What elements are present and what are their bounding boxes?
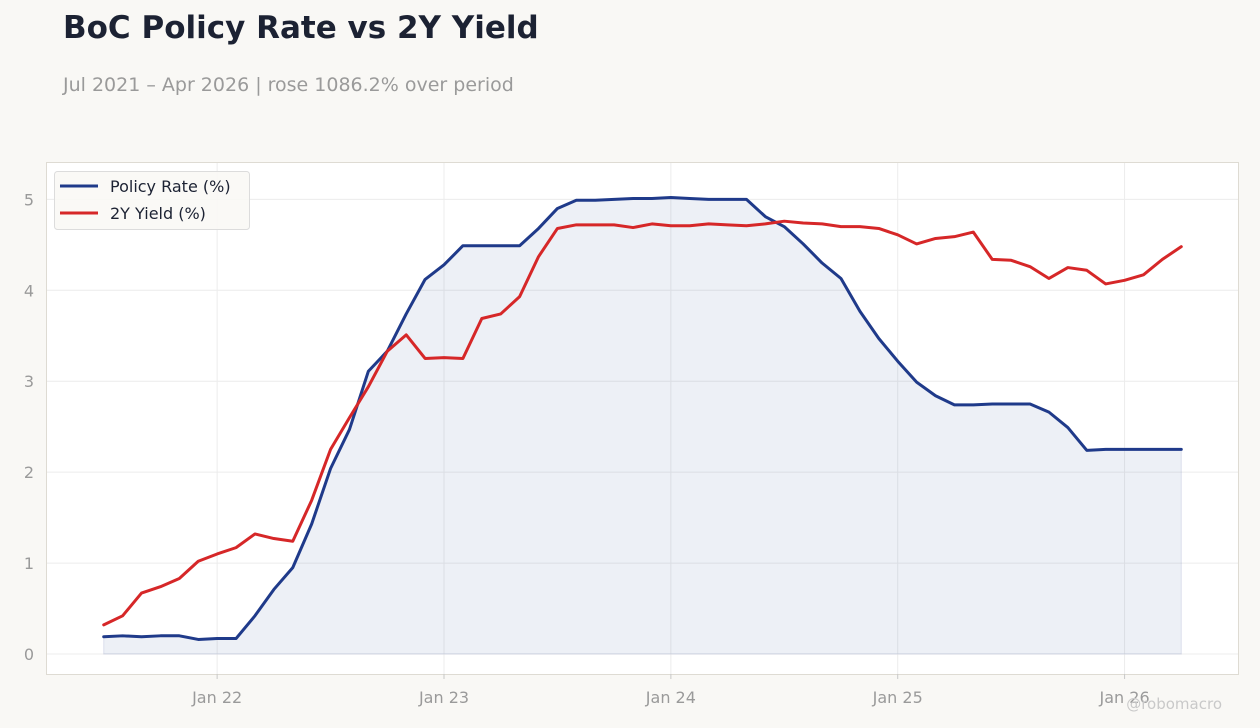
y-tick-label: 0	[24, 645, 34, 664]
watermark: @robomacro	[1126, 695, 1222, 713]
legend-label: Policy Rate (%)	[110, 177, 231, 196]
grid-lines	[47, 163, 1238, 674]
x-axis: Jan 22 Jan 23 Jan 24 Jan 25 Jan 26	[191, 674, 1150, 707]
x-tick-label: Jan 23	[418, 688, 469, 707]
legend-label: 2Y Yield (%)	[110, 204, 206, 223]
y-tick-label: 4	[24, 281, 34, 300]
y-tick-label: 1	[24, 554, 34, 573]
chart-title: BoC Policy Rate vs 2Y Yield	[63, 10, 539, 46]
x-tick-label: Jan 25	[872, 688, 923, 707]
legend: Policy Rate (%) 2Y Yield (%)	[54, 171, 250, 230]
x-tick-label: Jan 24	[645, 688, 696, 707]
chart-subtitle: Jul 2021 – Apr 2026 | rose 1086.2% over …	[63, 74, 514, 96]
legend-box	[54, 171, 250, 230]
series-line-1	[102, 219, 1183, 627]
y-axis: 0 1 2 3 4 5	[24, 190, 34, 664]
series-layer	[102, 196, 1183, 641]
x-tick-label: Jan 26	[1099, 688, 1150, 707]
y-tick-label: 5	[24, 190, 34, 209]
series-line-0	[102, 196, 1183, 641]
plot-area	[46, 162, 1239, 675]
y-tick-label: 2	[24, 463, 34, 482]
x-tick-label: Jan 22	[191, 688, 242, 707]
y-tick-label: 3	[24, 372, 34, 391]
